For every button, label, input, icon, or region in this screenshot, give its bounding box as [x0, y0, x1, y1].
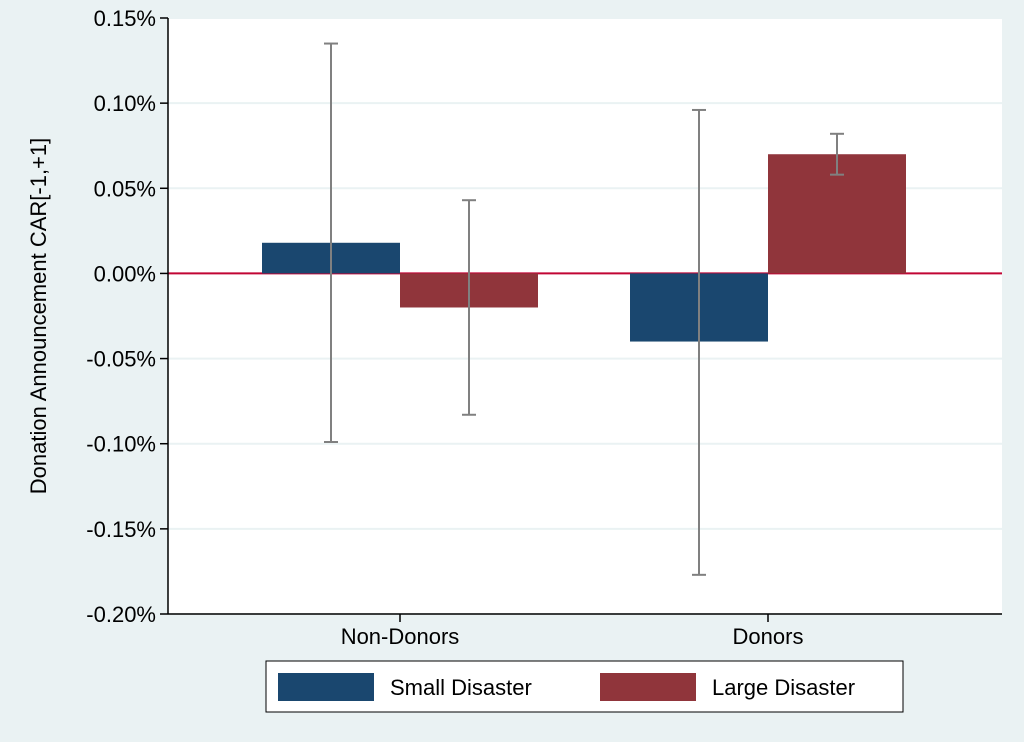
y-tick-label: -0.10%	[86, 432, 156, 457]
error-bars	[324, 42, 844, 576]
x-axis: Non-Donors Donors	[168, 613, 1002, 649]
y-tick-label: 0.00%	[94, 261, 156, 286]
legend: Small Disaster Large Disaster	[265, 660, 904, 713]
y-tick-label: 0.05%	[94, 176, 156, 201]
y-axis-label: Donation Announcement CAR[-1,+1]	[26, 138, 51, 495]
y-tick-label: -0.20%	[86, 602, 156, 627]
plot-area	[168, 18, 1002, 614]
y-axis: 0.15% 0.10% 0.05% 0.00% -0.05% -0.10% -0.15% -0…	[86, 6, 169, 627]
y-tick-label: 0.10%	[94, 91, 156, 116]
legend-swatch	[278, 673, 374, 701]
y-tick-label: -0.05%	[86, 347, 156, 372]
legend-swatch	[600, 673, 696, 701]
x-tick-label: Non-Donors	[341, 624, 460, 649]
y-tick-label: -0.15%	[86, 517, 156, 542]
legend-entry: Large Disaster	[712, 675, 855, 700]
legend-entry: Small Disaster	[390, 675, 532, 700]
x-tick-label: Donors	[733, 624, 804, 649]
y-tick-label: 0.15%	[94, 6, 156, 31]
